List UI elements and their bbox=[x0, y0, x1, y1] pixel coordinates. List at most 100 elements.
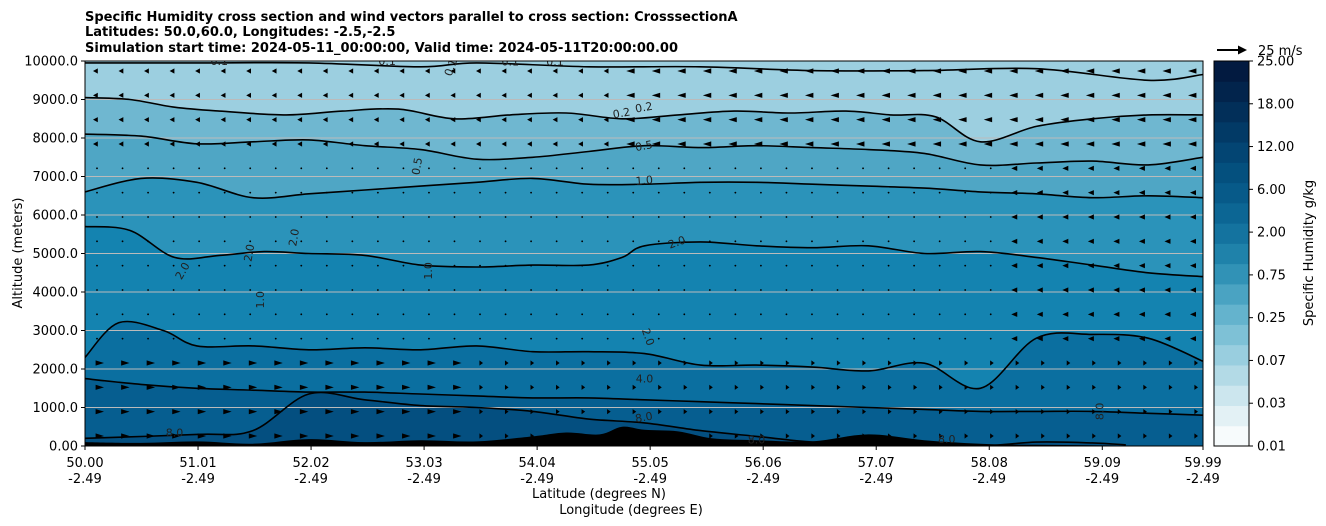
contour-label: 0.1 bbox=[211, 55, 229, 68]
wind-vector bbox=[351, 167, 354, 170]
wind-vector bbox=[555, 191, 558, 194]
wind-vector bbox=[1194, 409, 1198, 415]
wind-vector bbox=[504, 216, 507, 218]
wind-vector bbox=[938, 191, 941, 194]
wind-vector bbox=[555, 167, 558, 170]
wind-vector bbox=[779, 92, 788, 98]
wind-vector bbox=[607, 384, 611, 390]
wind-vector bbox=[708, 216, 711, 218]
wind-vector bbox=[932, 141, 942, 147]
wind-vector bbox=[1138, 336, 1145, 342]
horizontal-gridlines bbox=[85, 61, 1203, 446]
wind-vector bbox=[785, 360, 790, 366]
wind-vector bbox=[274, 433, 283, 439]
wind-vector bbox=[1009, 117, 1018, 123]
wind-vector bbox=[606, 216, 609, 218]
colorbar-tick-label: 0.07 bbox=[1257, 354, 1286, 369]
wind-vector bbox=[325, 360, 334, 366]
wind-vector bbox=[702, 141, 712, 147]
wind-vector bbox=[1060, 117, 1069, 123]
wind-vector bbox=[632, 289, 635, 291]
wind-vector bbox=[376, 337, 379, 340]
wind-vector bbox=[147, 167, 149, 170]
wind-vector bbox=[1066, 384, 1071, 390]
wind-vector bbox=[325, 337, 328, 340]
wind-vector bbox=[527, 68, 532, 74]
wind-vector bbox=[1162, 117, 1171, 123]
wind-vector bbox=[1138, 238, 1145, 244]
colorbar-segment bbox=[1214, 385, 1249, 406]
wind-vector bbox=[198, 289, 201, 291]
wind-vector bbox=[657, 240, 660, 243]
wind-vector bbox=[376, 433, 385, 439]
wind-vector bbox=[479, 409, 484, 415]
wind-vector bbox=[504, 433, 509, 439]
wind-vector bbox=[556, 409, 560, 415]
wind-vector bbox=[527, 117, 532, 123]
wind-vector bbox=[147, 313, 149, 316]
y-axis-ticks: 0.00 1000.0 2000.0 3000.0 4000.0 5000.0 6000.0… bbox=[24, 55, 85, 455]
wind-vector bbox=[702, 68, 712, 74]
colorbar-segment bbox=[1214, 101, 1249, 123]
x-axis-ticks: 50.00-2.4951.01-2.4952.02-2.4953.03-2.49… bbox=[66, 446, 1222, 487]
wind-vector bbox=[96, 191, 98, 194]
wind-vector bbox=[220, 92, 226, 98]
wind-vector bbox=[1085, 92, 1095, 98]
wind-vector bbox=[658, 384, 662, 390]
wind-vector bbox=[734, 384, 739, 390]
wind-vector bbox=[1036, 336, 1043, 342]
contour-label: 2.0 bbox=[639, 327, 657, 348]
wind-vector bbox=[121, 191, 124, 194]
wind-vector bbox=[887, 384, 892, 390]
wind-vector bbox=[96, 313, 98, 316]
wind-vector bbox=[862, 240, 864, 243]
wind-vector bbox=[274, 384, 283, 390]
wind-vector bbox=[683, 360, 688, 366]
wind-vector bbox=[1036, 214, 1043, 220]
wind-vector bbox=[402, 360, 411, 366]
wind-vector bbox=[785, 216, 788, 218]
wind-vector bbox=[1111, 92, 1120, 98]
wind-vector bbox=[830, 141, 839, 147]
wind-vector bbox=[195, 117, 200, 123]
wind-vector bbox=[453, 360, 462, 366]
wind-vector bbox=[964, 433, 969, 439]
wind-vector bbox=[708, 264, 711, 267]
wind-vector bbox=[753, 68, 763, 74]
wind-vector bbox=[683, 264, 686, 267]
humidity-contour-lines bbox=[85, 61, 1203, 446]
wind-vector bbox=[93, 141, 98, 147]
wind-vector bbox=[479, 216, 481, 218]
wind-vector bbox=[989, 337, 992, 340]
wind-vector bbox=[1111, 68, 1120, 74]
contour-line-0-2 bbox=[85, 96, 1203, 143]
wind-vector bbox=[93, 68, 98, 74]
wind-vector bbox=[581, 360, 586, 366]
wind-vector bbox=[325, 240, 328, 243]
wind-vector bbox=[274, 191, 277, 194]
wind-vector bbox=[453, 191, 456, 194]
wind-vector bbox=[121, 409, 130, 415]
wind-vector bbox=[1060, 92, 1069, 98]
wind-vector bbox=[958, 92, 967, 98]
wind-vector bbox=[121, 216, 124, 218]
wind-vector bbox=[121, 240, 124, 243]
wind-vector bbox=[428, 240, 430, 243]
wind-vector bbox=[552, 92, 558, 98]
wind-vector bbox=[504, 264, 507, 267]
wind-vector bbox=[1164, 336, 1171, 342]
wind-vector bbox=[958, 117, 967, 123]
wind-vector bbox=[734, 264, 737, 267]
wind-vector bbox=[147, 289, 149, 291]
wind-vector bbox=[1036, 287, 1043, 293]
wind-vector bbox=[958, 68, 967, 74]
colorbar-segment bbox=[1214, 324, 1249, 346]
contour-label: 2.0 bbox=[242, 243, 258, 262]
wind-vector bbox=[728, 92, 737, 98]
wind-vector bbox=[504, 409, 509, 415]
wind-vector bbox=[376, 289, 379, 291]
wind-vector bbox=[887, 433, 892, 439]
wind-vector bbox=[450, 68, 456, 74]
wind-vector bbox=[1117, 433, 1122, 439]
